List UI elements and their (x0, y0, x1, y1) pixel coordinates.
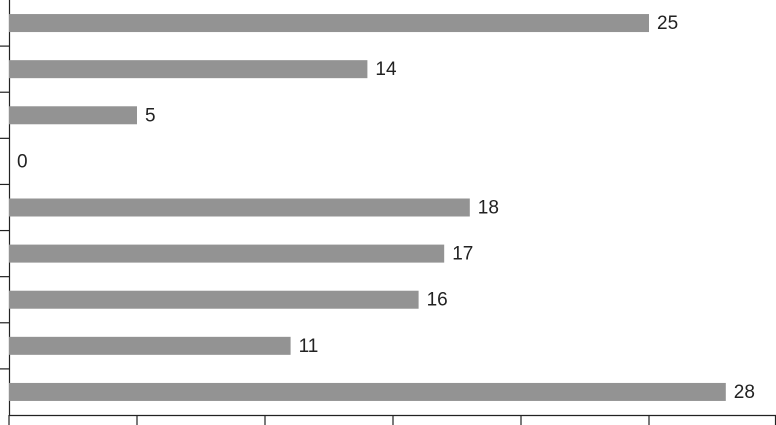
bar (9, 106, 137, 125)
bar (9, 14, 649, 33)
value-label: 0 (17, 151, 28, 172)
bar (9, 198, 470, 217)
bar (9, 290, 419, 309)
value-label: 17 (452, 244, 473, 265)
bar (9, 336, 291, 355)
value-label: 18 (478, 198, 499, 219)
bar (9, 382, 726, 401)
bar (9, 60, 368, 79)
value-label: 5 (145, 105, 156, 126)
value-label: 14 (375, 59, 397, 80)
value-label: 16 (427, 290, 448, 311)
value-label: 25 (657, 13, 678, 34)
value-label: 11 (299, 336, 319, 357)
bar (9, 244, 445, 263)
value-label: 28 (734, 382, 755, 403)
